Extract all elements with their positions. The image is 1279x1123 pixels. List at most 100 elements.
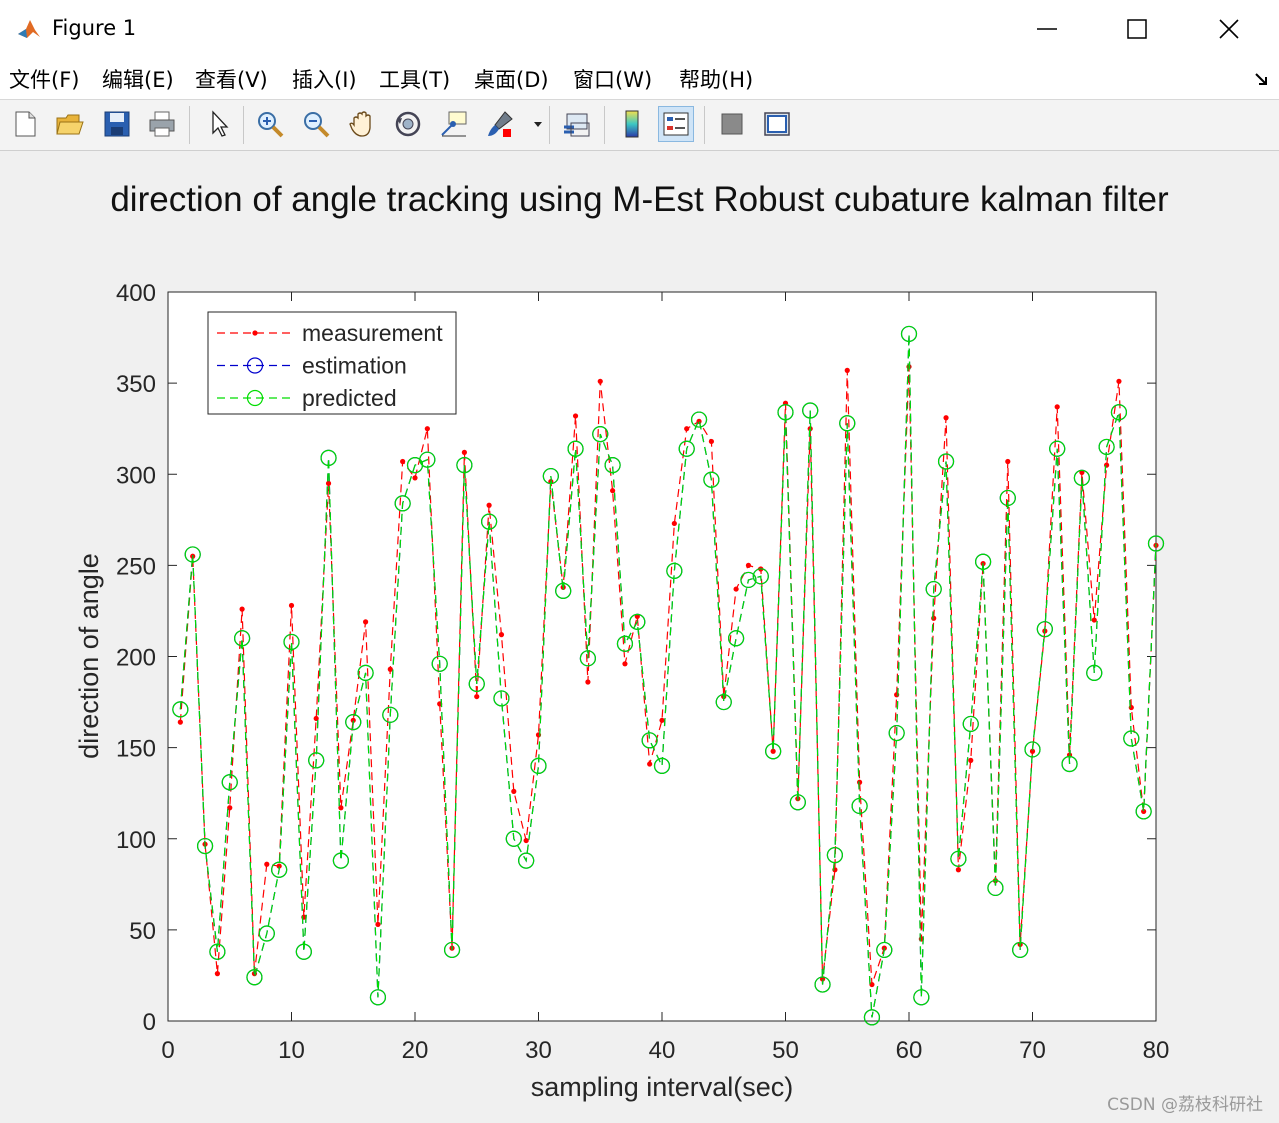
zoom-in-button[interactable] <box>252 106 288 142</box>
data-point-measurement <box>1091 617 1097 623</box>
data-point-predicted <box>876 941 893 959</box>
legend-marker-predicted <box>246 389 264 407</box>
data-point-measurement <box>363 619 369 625</box>
zoom-in-icon <box>258 112 284 138</box>
pan-icon <box>349 111 371 137</box>
maximize-button[interactable] <box>1102 0 1172 58</box>
select-pointer-button[interactable] <box>200 106 236 142</box>
zoom-out-button[interactable] <box>298 106 334 142</box>
x-tick-label: 50 <box>772 1037 799 1064</box>
data-point-predicted <box>727 630 745 647</box>
data-point-predicted <box>493 690 510 707</box>
data-point-measurement <box>511 788 517 794</box>
data-point-measurement <box>1104 462 1110 468</box>
figure-toolbar <box>0 100 1279 151</box>
open-file-icon <box>56 114 84 135</box>
y-tick-label: 150 <box>116 736 156 763</box>
data-point-predicted <box>752 568 769 585</box>
data-point-measurement <box>733 586 739 592</box>
data-point-measurement <box>1079 469 1085 476</box>
undock-arrow-icon[interactable] <box>1254 72 1268 86</box>
legend-button[interactable] <box>658 106 694 142</box>
data-point-predicted <box>987 879 1004 897</box>
new-figure-button[interactable] <box>7 106 43 142</box>
link-plot-button[interactable] <box>558 106 594 142</box>
menu-file[interactable]: 文件(F) <box>9 68 80 92</box>
menu-view[interactable]: 查看(V) <box>195 68 268 92</box>
data-point-measurement <box>350 717 356 723</box>
brush-dropdown-icon[interactable] <box>533 121 543 129</box>
toolbar-separator <box>243 106 244 144</box>
legend-box <box>207 311 457 415</box>
rotate-3d-icon <box>395 111 421 137</box>
hide-plot-tools-icon <box>721 113 743 135</box>
x-tick-label: 0 <box>161 1037 174 1064</box>
data-point-predicted <box>629 613 646 630</box>
minimize-button[interactable] <box>1012 0 1082 58</box>
data-point-measurement <box>313 715 319 722</box>
zoom-out-icon <box>304 112 330 138</box>
data-point-predicted <box>715 693 732 711</box>
x-tick-label: 30 <box>525 1037 552 1064</box>
data-point-predicted <box>974 553 992 570</box>
save-button[interactable] <box>99 106 135 142</box>
data-point-measurement <box>498 632 505 638</box>
rotate-3d-button[interactable] <box>390 106 426 142</box>
x-axis-label: sampling interval(sec) <box>531 1072 794 1102</box>
print-button[interactable] <box>144 106 180 142</box>
brush-button[interactable] <box>482 106 518 142</box>
data-cursor-button[interactable] <box>436 106 472 142</box>
data-point-predicted <box>777 404 794 421</box>
data-point-measurement <box>943 415 949 421</box>
data-point-measurement <box>597 378 603 384</box>
data-point-predicted <box>616 635 634 652</box>
data-point-predicted <box>481 513 498 530</box>
data-point-measurement <box>338 805 344 811</box>
data-point-predicted <box>1147 535 1165 552</box>
show-plot-tools-button[interactable] <box>759 106 795 142</box>
menu-bar: 文件(F) 编辑(E) 查看(V) 插入(I) 工具(T) 桌面(D) 窗口(W… <box>0 58 1279 100</box>
menu-window[interactable]: 窗口(W) <box>573 68 653 92</box>
data-point-predicted <box>369 989 387 1006</box>
data-point-predicted <box>209 943 226 960</box>
series-layer <box>172 325 1165 1026</box>
close-button[interactable] <box>1194 0 1264 58</box>
open-file-button[interactable] <box>52 106 88 142</box>
data-point-predicted <box>789 794 806 811</box>
menu-help[interactable]: 帮助(H) <box>679 68 754 92</box>
y-tick-label: 350 <box>116 371 156 398</box>
data-point-predicted <box>913 989 930 1006</box>
data-point-predicted <box>308 752 325 769</box>
window-title: Figure 1 <box>52 16 137 40</box>
data-point-measurement <box>227 805 233 811</box>
data-point-measurement <box>671 520 677 527</box>
data-point-measurement <box>770 748 776 754</box>
data-point-predicted <box>542 467 559 485</box>
y-tick-label: 100 <box>116 827 156 854</box>
menu-tools[interactable]: 工具(T) <box>379 68 451 92</box>
pan-button[interactable] <box>344 106 380 142</box>
data-point-predicted <box>345 714 362 731</box>
menu-desktop[interactable]: 桌面(D) <box>474 68 549 92</box>
data-point-measurement <box>177 719 183 725</box>
close-icon <box>1219 19 1239 39</box>
data-point-predicted <box>1073 469 1091 486</box>
print-icon <box>149 111 175 137</box>
maximize-icon <box>1127 19 1147 39</box>
x-tick-label: 10 <box>278 1037 305 1064</box>
data-point-measurement <box>585 679 591 685</box>
menu-edit[interactable]: 编辑(E) <box>102 68 174 92</box>
data-point-measurement <box>276 863 282 869</box>
matlab-icon <box>16 16 42 42</box>
data-point-predicted <box>1061 755 1078 773</box>
menu-insert[interactable]: 插入(I) <box>292 68 357 92</box>
hide-plot-tools-button[interactable] <box>714 106 750 142</box>
data-point-predicted <box>234 630 251 647</box>
colorbar-button[interactable] <box>614 106 650 142</box>
data-point-predicted <box>394 495 411 512</box>
data-point-measurement <box>474 693 480 700</box>
legend-label-predicted: predicted <box>302 385 397 411</box>
data-point-predicted <box>937 453 955 470</box>
data-point-predicted <box>703 471 720 488</box>
